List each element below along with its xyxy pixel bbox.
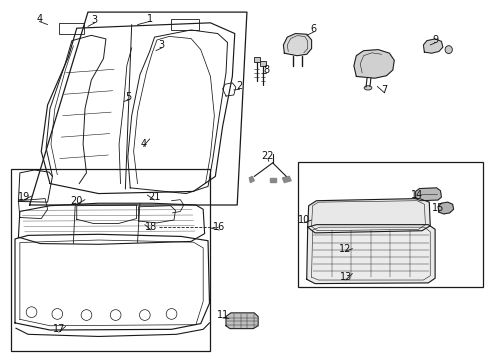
Ellipse shape (364, 86, 371, 90)
Polygon shape (415, 188, 441, 201)
Text: 4: 4 (140, 139, 146, 149)
Text: 1: 1 (146, 14, 152, 23)
Polygon shape (423, 39, 442, 53)
Text: 14: 14 (410, 190, 423, 200)
Text: 22: 22 (261, 151, 274, 161)
Polygon shape (307, 199, 429, 233)
Text: 11: 11 (216, 310, 228, 320)
Text: 3: 3 (159, 40, 164, 50)
Polygon shape (353, 50, 393, 78)
Polygon shape (437, 202, 453, 214)
Text: 16: 16 (213, 222, 225, 232)
Text: 5: 5 (125, 92, 132, 102)
Text: 6: 6 (310, 24, 316, 34)
Text: 4: 4 (36, 14, 42, 23)
Text: 8: 8 (263, 65, 269, 75)
Polygon shape (306, 225, 434, 284)
FancyBboxPatch shape (260, 62, 265, 66)
Text: 3: 3 (91, 15, 98, 25)
FancyBboxPatch shape (253, 57, 259, 62)
Text: 20: 20 (70, 197, 83, 206)
Polygon shape (282, 176, 290, 183)
Text: 17: 17 (53, 324, 65, 334)
Polygon shape (269, 178, 275, 182)
Text: 18: 18 (145, 222, 157, 232)
Polygon shape (225, 313, 258, 329)
Text: 13: 13 (339, 272, 351, 282)
Text: 9: 9 (431, 35, 437, 45)
Text: 2: 2 (236, 81, 242, 91)
Text: 19: 19 (18, 192, 30, 202)
Text: 12: 12 (339, 244, 351, 253)
Text: 7: 7 (381, 85, 387, 95)
Polygon shape (249, 176, 254, 183)
Text: 21: 21 (148, 192, 161, 202)
Polygon shape (283, 33, 311, 56)
Text: 10: 10 (297, 215, 309, 225)
Text: 15: 15 (431, 203, 443, 213)
Ellipse shape (444, 46, 451, 54)
